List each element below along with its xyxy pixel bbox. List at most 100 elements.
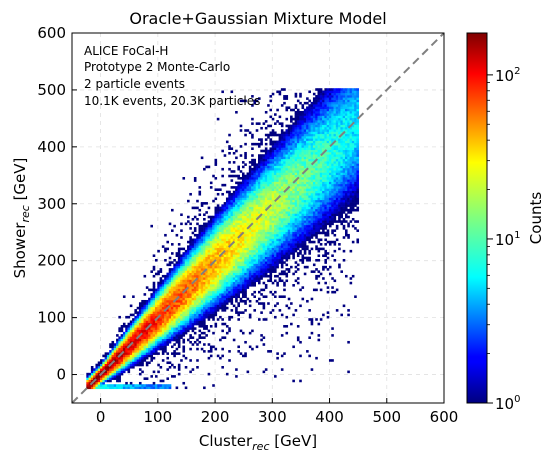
heatmap-cell	[274, 213, 277, 217]
heatmap-cell	[225, 372, 229, 376]
heatmap-cell	[287, 224, 291, 228]
heatmap-cell	[255, 345, 259, 349]
heatmap-cell	[246, 272, 250, 276]
heatmap-cell	[317, 90, 321, 94]
heatmap-cell	[287, 136, 291, 139]
heatmap-cell	[232, 258, 236, 262]
heatmap-cell	[237, 243, 240, 246]
heatmap-cell	[319, 104, 323, 107]
heatmap-cell	[280, 149, 284, 153]
heatmap-cell	[209, 268, 213, 271]
heatmap-cell	[104, 352, 108, 355]
heatmap-cell	[287, 131, 291, 135]
heatmap-cell	[280, 170, 284, 173]
heatmap-cell	[253, 268, 257, 271]
heatmap-cell	[248, 206, 252, 210]
heatmap-cell	[104, 361, 108, 365]
heatmap-cell	[182, 302, 186, 305]
heatmap-cell	[141, 359, 144, 362]
heatmap-cell	[299, 117, 302, 121]
heatmap-cell	[262, 211, 266, 214]
heatmap-cell	[317, 174, 321, 178]
heatmap-cell	[120, 338, 124, 342]
heatmap-cell	[221, 304, 224, 308]
heatmap-cell	[319, 110, 323, 114]
heatmap-cell	[264, 222, 268, 226]
heatmap-cell	[95, 372, 99, 376]
heatmap-cell	[285, 177, 289, 180]
heatmap-cell	[148, 354, 151, 358]
heatmap-cell	[166, 299, 170, 303]
heatmap-cell	[306, 195, 309, 198]
heatmap-cell	[253, 190, 257, 194]
heatmap-cell	[244, 247, 247, 251]
heatmap-cell	[303, 204, 307, 207]
heatmap-cell	[134, 338, 137, 342]
heatmap-cell	[203, 222, 206, 226]
heatmap-cell	[264, 181, 268, 185]
heatmap-cell	[164, 279, 167, 283]
heatmap-cell	[132, 295, 135, 298]
heatmap-cell	[260, 211, 263, 214]
heatmap-cell	[228, 284, 231, 287]
heatmap-cell	[269, 140, 273, 144]
heatmap-cell	[260, 195, 263, 198]
heatmap-cell	[262, 174, 266, 178]
heatmap-cell	[180, 336, 183, 339]
heatmap-cell	[285, 231, 289, 235]
heatmap-cell	[301, 174, 305, 178]
heatmap-cell	[260, 140, 263, 144]
heatmap-cell	[322, 192, 325, 196]
heatmap-cell	[132, 359, 135, 362]
heatmap-cell	[200, 270, 204, 273]
heatmap-cell	[122, 361, 126, 365]
heatmap-cell	[161, 336, 165, 339]
heatmap-cell	[280, 240, 284, 244]
heatmap-cell	[251, 174, 254, 178]
heatmap-cell	[216, 231, 220, 235]
heatmap-cell	[171, 304, 174, 308]
heatmap-cell	[260, 293, 263, 296]
heatmap-cell	[205, 297, 208, 301]
heatmap-cell	[166, 240, 170, 244]
heatmap-cell	[141, 313, 144, 317]
heatmap-cell	[276, 170, 279, 173]
heatmap-cell	[296, 254, 300, 258]
heatmap-cell	[159, 347, 163, 351]
heatmap-cell	[280, 147, 284, 150]
heatmap-cell	[258, 183, 261, 187]
heatmap-cell	[258, 186, 261, 189]
heatmap-cell	[258, 270, 261, 273]
heatmap-cell	[219, 240, 222, 244]
heatmap-cell	[262, 158, 266, 162]
heatmap-cell	[212, 236, 215, 239]
heatmap-cell	[214, 229, 218, 232]
heatmap-cell	[171, 313, 174, 317]
heatmap-cell	[280, 231, 284, 235]
heatmap-cell	[177, 338, 181, 342]
heatmap-cell	[113, 347, 117, 351]
heatmap-cell	[187, 272, 190, 276]
heatmap-cell	[209, 186, 213, 189]
heatmap-cell	[212, 249, 215, 253]
heatmap-cell	[310, 170, 314, 173]
heatmap-cell	[237, 224, 240, 228]
heatmap-cell	[285, 195, 289, 198]
heatmap-cell	[276, 120, 279, 123]
heatmap-cell	[301, 158, 305, 162]
heatmap-cell	[306, 126, 309, 130]
heatmap-cell	[134, 331, 137, 335]
heatmap-cell	[120, 334, 124, 337]
heatmap-cell	[90, 384, 94, 387]
heatmap-cell	[230, 302, 234, 305]
heatmap-cell	[113, 343, 117, 346]
heatmap-cell	[154, 352, 158, 355]
heatmap-cell	[166, 309, 170, 312]
heatmap-cell	[216, 192, 220, 196]
heatmap-cell	[292, 202, 295, 205]
heatmap-cell	[244, 299, 247, 303]
heatmap-cell	[262, 156, 266, 160]
heatmap-cell	[292, 124, 295, 128]
heatmap-cell	[175, 327, 179, 330]
heatmap-cell	[310, 186, 314, 189]
